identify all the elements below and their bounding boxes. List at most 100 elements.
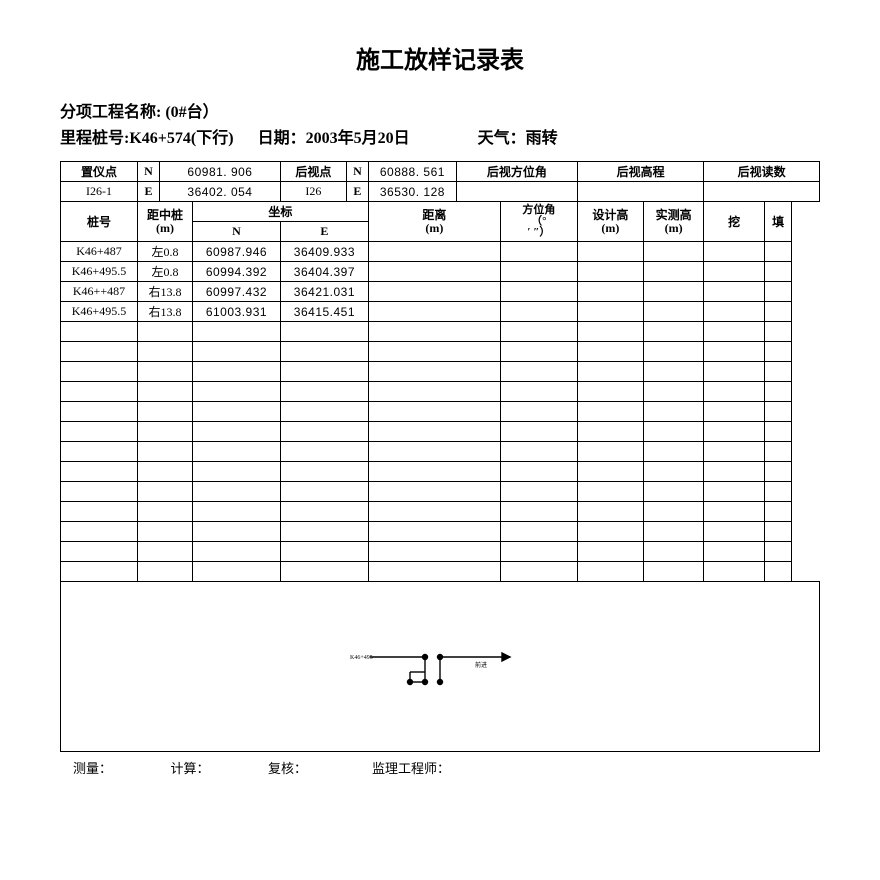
table-row (61, 462, 820, 482)
table-cell (280, 442, 368, 462)
table-cell (137, 562, 192, 582)
hdr-fill: 填 (764, 202, 791, 242)
hdr-station-pt: 置仪点 (61, 162, 138, 182)
table-cell (280, 342, 368, 362)
table-cell (368, 562, 500, 582)
table-cell (704, 382, 764, 402)
table-cell (500, 442, 577, 462)
hdr-back-azimuth: 后视方位角 (456, 162, 577, 182)
table-cell (280, 422, 368, 442)
table-cell (500, 262, 577, 282)
table-cell (61, 342, 138, 362)
table-cell (764, 502, 791, 522)
table-cell (137, 462, 192, 482)
table-cell (704, 242, 764, 262)
table-cell (500, 302, 577, 322)
table-cell (280, 502, 368, 522)
table-cell (61, 482, 138, 502)
table-row (61, 522, 820, 542)
hdr-back-reading: 后视读数 (704, 162, 820, 182)
mile-label: 里程桩号: (60, 130, 129, 147)
hdr-back-elev: 后视高程 (577, 162, 703, 182)
table-cell (280, 522, 368, 542)
svg-text:前进: 前进 (475, 661, 487, 669)
table-cell (137, 442, 192, 462)
table-cell (500, 282, 577, 302)
table-cell (192, 362, 280, 382)
table-cell (61, 522, 138, 542)
table-cell (704, 442, 764, 462)
table-row (61, 502, 820, 522)
table-cell (704, 462, 764, 482)
hdr-pile: 桩号 (61, 202, 138, 242)
table-cell (368, 402, 500, 422)
table-row (61, 542, 820, 562)
hdr-design-h: 设计高 (m) (577, 202, 643, 242)
table-cell (764, 462, 791, 482)
table-cell (577, 402, 643, 422)
table-cell (764, 402, 791, 422)
table-cell (500, 542, 577, 562)
back-reading-val (704, 182, 820, 202)
hdr-e1: E (137, 182, 159, 202)
table-cell (137, 402, 192, 422)
table-cell (643, 482, 704, 502)
table-cell (764, 562, 791, 582)
table-cell (137, 502, 192, 522)
table-cell (643, 402, 704, 422)
table-cell: 60997.432 (192, 282, 280, 302)
table-cell (137, 482, 192, 502)
table-cell: 左0.8 (137, 262, 192, 282)
table-cell: 36421.031 (280, 282, 368, 302)
footer-measure: 测量： (73, 761, 112, 776)
table-cell: 60987.946 (192, 242, 280, 262)
table-row (61, 382, 820, 402)
weather-label: 天气： (478, 130, 526, 147)
page-title: 施工放样记录表 (60, 40, 820, 75)
table-cell: K46+495.5 (61, 262, 138, 282)
table-cell (61, 542, 138, 562)
table-row (61, 362, 820, 382)
table-cell (704, 422, 764, 442)
table-cell (500, 502, 577, 522)
table-cell (704, 322, 764, 342)
table-cell (704, 342, 764, 362)
table-cell (577, 302, 643, 322)
table-cell (61, 422, 138, 442)
table-cell (61, 382, 138, 402)
table-cell (577, 462, 643, 482)
table-cell (764, 382, 791, 402)
record-table: 置仪点 N 60981. 906 后视点 N 60888. 561 后视方位角 … (60, 161, 820, 752)
table-cell (137, 542, 192, 562)
table-row (61, 402, 820, 422)
table-cell (368, 242, 500, 262)
table-cell (61, 362, 138, 382)
table-cell (577, 482, 643, 502)
table-cell (192, 562, 280, 582)
date-label: 日期： (258, 130, 306, 147)
table-cell (500, 342, 577, 362)
table-cell (643, 302, 704, 322)
hdr-cut: 挖 (704, 202, 764, 242)
table-cell (577, 542, 643, 562)
table-cell (764, 422, 791, 442)
date-value: 2003年5月20日 (306, 130, 410, 147)
table-cell: 60994.392 (192, 262, 280, 282)
table-cell (500, 402, 577, 422)
table-cell (500, 522, 577, 542)
table-cell (764, 262, 791, 282)
table-cell (577, 342, 643, 362)
table-cell (500, 322, 577, 342)
table-cell (368, 482, 500, 502)
table-cell (500, 422, 577, 442)
table-cell (192, 482, 280, 502)
table-cell (280, 402, 368, 422)
table-cell (500, 362, 577, 382)
table-cell (61, 562, 138, 582)
table-cell (577, 382, 643, 402)
table-cell (704, 302, 764, 322)
table-row (61, 562, 820, 582)
table-cell (280, 382, 368, 402)
table-row (61, 442, 820, 462)
table-cell (137, 522, 192, 542)
